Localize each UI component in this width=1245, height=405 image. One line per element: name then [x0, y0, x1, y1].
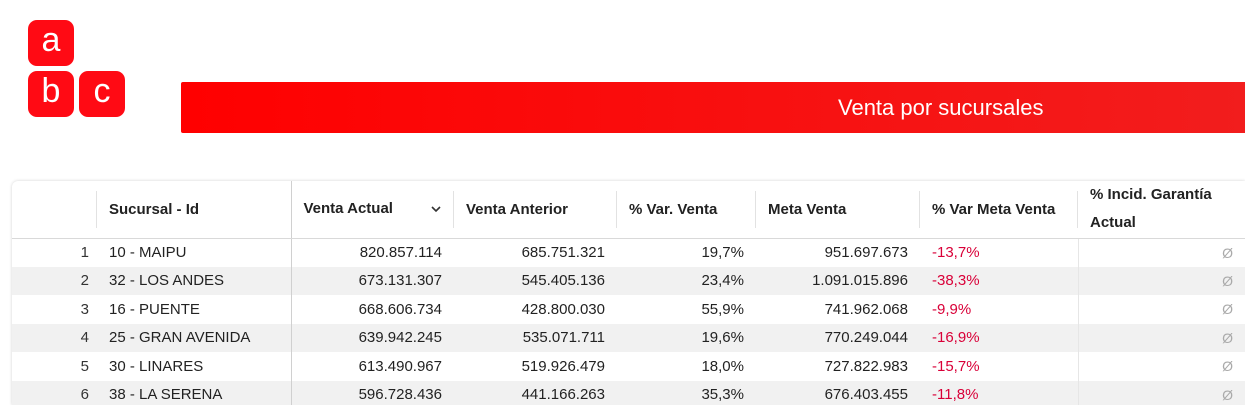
column-header-var-meta-venta[interactable]: % Var Meta Venta: [920, 181, 1078, 239]
cell-meta-venta: 741.962.068: [824, 300, 908, 318]
cell-sucursal: 10 - MAIPU: [97, 238, 292, 267]
cell-var-meta: -11,8%: [920, 380, 1079, 405]
cell-var-venta: 23,4%: [617, 266, 756, 295]
cell-var-venta: 35,3%: [617, 380, 756, 405]
title-banner: Venta por sucursales: [181, 82, 1245, 133]
column-header-var-meta-venta-label: % Var Meta Venta: [932, 200, 1056, 218]
cell-venta-anterior: 545.405.136: [454, 266, 617, 295]
table-row[interactable]: 1 10 - MAIPU 820.857.114 685.751.321 19,7% 95…: [12, 238, 1245, 267]
cell-idx: 3: [80, 300, 89, 318]
cell-venta-anterior: 441.166.263: [454, 380, 617, 405]
cell-idx: 6: [12, 380, 97, 405]
column-header-sucursal[interactable]: Sucursal - Id: [97, 181, 292, 239]
cell-incid-garantia: Ø: [1078, 380, 1245, 405]
cell-var-venta: 19,6%: [617, 323, 756, 352]
cell-var-meta: -13,7%: [920, 238, 1079, 267]
table-row[interactable]: 5 30 - LINARES 613.490.967 519.926.479 18,0%…: [12, 352, 1245, 381]
logo-letter-c: c: [93, 72, 111, 110]
cell-idx: 4: [12, 323, 97, 352]
column-header-incid-garantia[interactable]: % Incid. Garantía Actual: [1078, 181, 1245, 239]
column-header-venta-anterior-label: Venta Anterior: [466, 200, 568, 218]
logo-tile-c: c: [79, 71, 125, 117]
cell-sucursal: 32 - LOS ANDES: [97, 266, 292, 295]
cell-venta-actual: 668.606.734: [358, 300, 442, 318]
column-header-var-venta[interactable]: % Var. Venta: [617, 181, 756, 239]
column-header-var-venta-label: % Var. Venta: [629, 200, 718, 218]
page-title: Venta por sucursales: [838, 95, 1044, 120]
cell-meta-venta: 676.403.455: [756, 380, 920, 405]
cell-sucursal: 38 - LA SERENA: [97, 380, 292, 405]
cell-incid-garantia: Ø: [1222, 244, 1233, 261]
cell-idx: 2: [12, 266, 97, 295]
cell-incid-garantia: Ø: [1078, 323, 1245, 352]
cell-meta-venta: 951.697.673: [824, 244, 908, 261]
cell-venta-actual: 596.728.436: [291, 380, 454, 405]
cell-var-meta: -9,9%: [920, 295, 1079, 324]
cell-sucursal: 25 - GRAN AVENIDA: [97, 323, 292, 352]
column-header-venta-actual[interactable]: Venta Actual: [291, 181, 454, 239]
cell-var-venta: 19,7%: [701, 244, 744, 261]
table-row[interactable]: 2 32 - LOS ANDES 673.131.307 545.405.136 23,…: [12, 266, 1245, 295]
table-header-row: Sucursal - Id Venta Actual Venta Anterio…: [12, 181, 1245, 239]
logo-tile-b: b: [28, 71, 74, 117]
cell-venta-actual: 613.490.967: [358, 357, 442, 375]
cell-venta-actual: 673.131.307: [291, 266, 454, 295]
cell-meta-venta: 727.822.983: [824, 357, 908, 375]
cell-venta-actual: 820.857.114: [359, 244, 442, 261]
cell-venta-anterior: 685.751.321: [521, 244, 605, 261]
cell-sucursal: 16 - PUENTE: [97, 295, 292, 324]
cell-var-meta: -16,9%: [920, 323, 1079, 352]
column-header-incid-garantia-label: % Incid. Garantía Actual: [1090, 186, 1212, 232]
sales-table: Sucursal - Id Venta Actual Venta Anterio…: [12, 181, 1245, 405]
abc-logo: a b c: [28, 20, 126, 118]
cell-meta-venta: 1.091.015.896: [756, 266, 920, 295]
column-header-venta-anterior[interactable]: Venta Anterior: [454, 181, 617, 239]
cell-var-venta: 55,9%: [701, 300, 744, 318]
cell-venta-actual: 639.942.245: [291, 323, 454, 352]
column-header-index: [12, 181, 97, 239]
cell-venta-anterior: 519.926.479: [521, 357, 605, 375]
table-row[interactable]: 4 25 - GRAN AVENIDA 639.942.245 535.071.711…: [12, 323, 1245, 352]
column-header-meta-venta-label: Meta Venta: [768, 200, 847, 218]
cell-venta-anterior: 535.071.711: [454, 323, 617, 352]
logo-letter-a: a: [41, 21, 61, 59]
cell-venta-anterior: 428.800.030: [521, 300, 605, 318]
column-header-venta-actual-label: Venta Actual: [303, 199, 393, 217]
logo-letter-b: b: [41, 72, 61, 110]
cell-sucursal: 30 - LINARES: [97, 352, 292, 381]
table-row[interactable]: 3 16 - PUENTE 668.606.734 428.800.030 55,9% 7…: [12, 295, 1245, 324]
cell-incid-garantia: Ø: [1222, 301, 1233, 318]
column-header-sucursal-label: Sucursal - Id: [109, 200, 200, 218]
cell-incid-garantia: Ø: [1078, 266, 1245, 295]
cell-incid-garantia: Ø: [1222, 358, 1233, 375]
table-row[interactable]: 6 38 - LA SERENA 596.728.436 441.166.263 35,…: [12, 380, 1245, 405]
cell-var-meta: -15,7%: [920, 352, 1079, 381]
cell-var-venta: 18,0%: [701, 357, 744, 375]
column-header-meta-venta[interactable]: Meta Venta: [756, 181, 920, 239]
cell-meta-venta: 770.249.044: [756, 323, 920, 352]
cell-var-meta: -38,3%: [920, 266, 1079, 295]
cell-idx: 1: [80, 244, 89, 261]
logo-tile-a: a: [28, 20, 74, 66]
chevron-down-icon[interactable]: [430, 202, 442, 219]
cell-idx: 5: [80, 357, 89, 375]
